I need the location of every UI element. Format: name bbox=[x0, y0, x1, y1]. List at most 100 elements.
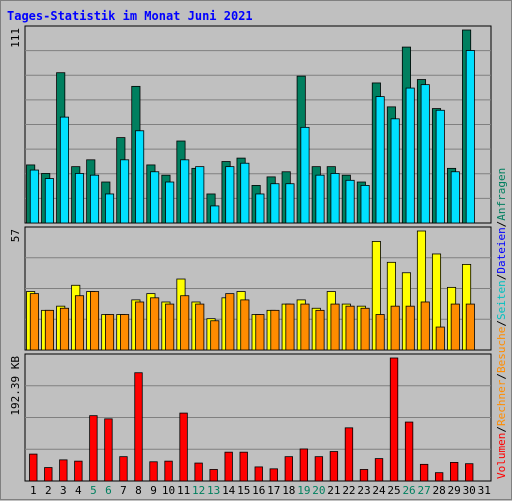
bar-dateien-day-1 bbox=[29, 169, 39, 224]
bar-volumen-day-28 bbox=[434, 472, 444, 482]
bar-besuche-day-15 bbox=[240, 299, 250, 351]
bar-besuche-day-1 bbox=[29, 293, 39, 351]
x-tick-label: 4 bbox=[75, 484, 82, 497]
x-tick-label: 28 bbox=[433, 484, 446, 497]
y-max-label: 111 bbox=[9, 28, 22, 48]
x-tick-label: 27 bbox=[417, 484, 430, 497]
bar-besuche-day-9 bbox=[150, 297, 160, 351]
bar-besuche-day-12 bbox=[195, 303, 205, 351]
bar-besuche-day-3 bbox=[59, 307, 70, 351]
x-tick-label: 12 bbox=[192, 484, 205, 497]
x-tick-label: 26 bbox=[402, 484, 415, 497]
bar-dateien-day-20 bbox=[315, 174, 325, 224]
side-legend-part: Volumen bbox=[495, 433, 508, 479]
bar-dateien-day-5 bbox=[89, 174, 100, 224]
bar-dateien-day-19 bbox=[300, 126, 310, 224]
x-tick-label: 2 bbox=[45, 484, 52, 497]
x-tick-label: 11 bbox=[177, 484, 190, 497]
x-tick-label: 6 bbox=[105, 484, 112, 497]
side-legend-part: / bbox=[495, 373, 508, 380]
x-tick-label: 16 bbox=[252, 484, 265, 497]
bar-besuche-day-5 bbox=[89, 291, 100, 351]
x-tick-label: 30 bbox=[463, 484, 476, 497]
side-legend-part: / bbox=[495, 221, 508, 228]
bar-dateien-day-27 bbox=[420, 84, 430, 224]
bar-volumen-day-17 bbox=[269, 468, 278, 482]
bar-dateien-day-24 bbox=[375, 96, 385, 224]
bar-dateien-day-12 bbox=[195, 166, 205, 224]
bar-dateien-day-10 bbox=[165, 181, 175, 224]
side-legend: Volumen/Rechner/Besuche/Seiten/Dateien/A… bbox=[495, 168, 508, 479]
x-tick-label: 9 bbox=[150, 484, 157, 497]
bar-besuche-day-22 bbox=[345, 305, 355, 351]
x-tick-label: 17 bbox=[267, 484, 280, 497]
bar-volumen-day-19 bbox=[299, 448, 309, 482]
x-tick-label: 31 bbox=[478, 484, 491, 497]
bar-besuche-day-19 bbox=[300, 303, 310, 351]
x-tick-label: 20 bbox=[312, 484, 325, 497]
x-tick-label: 13 bbox=[207, 484, 220, 497]
x-tick-label: 25 bbox=[387, 484, 400, 497]
side-legend-part: / bbox=[495, 320, 508, 327]
bar-dateien-day-23 bbox=[360, 185, 370, 224]
side-legend-part: Rechner bbox=[495, 379, 508, 426]
bar-besuche-day-21 bbox=[330, 303, 340, 351]
bar-volumen-day-11 bbox=[179, 412, 188, 482]
side-legend-part: Seiten bbox=[495, 280, 508, 320]
bar-volumen-day-7 bbox=[119, 456, 128, 482]
side-legend-part: Anfragen bbox=[495, 168, 508, 221]
bar-dateien-day-7 bbox=[120, 159, 130, 224]
bar-volumen-day-3 bbox=[59, 459, 68, 482]
bar-volumen-day-20 bbox=[314, 456, 324, 482]
bar-volumen-day-16 bbox=[254, 466, 263, 482]
bar-besuche-day-29 bbox=[450, 303, 460, 351]
bar-volumen-day-18 bbox=[284, 456, 293, 482]
bar-dateien-day-6 bbox=[105, 193, 115, 224]
side-legend-part: Dateien bbox=[495, 227, 508, 273]
side-legend-part: / bbox=[495, 426, 508, 433]
x-tick-label: 5 bbox=[90, 484, 97, 497]
bar-besuche-day-8 bbox=[135, 301, 145, 351]
bar-dateien-day-9 bbox=[150, 171, 160, 224]
bar-besuche-day-28 bbox=[435, 326, 445, 351]
bar-volumen-day-25 bbox=[389, 357, 399, 482]
x-tick-label: 1 bbox=[30, 484, 37, 497]
bar-besuche-day-10 bbox=[165, 303, 175, 351]
bar-volumen-day-4 bbox=[74, 460, 83, 482]
bar-volumen-day-9 bbox=[149, 461, 158, 482]
bar-volumen-day-10 bbox=[164, 460, 173, 482]
bar-besuche-day-16 bbox=[255, 314, 265, 351]
bar-dateien-day-26 bbox=[405, 87, 415, 224]
bar-besuche-day-23 bbox=[360, 307, 370, 351]
x-tick-label: 14 bbox=[222, 484, 236, 497]
x-tick-label: 24 bbox=[372, 484, 386, 497]
bar-volumen-day-14 bbox=[224, 451, 233, 482]
bar-dateien-day-21 bbox=[330, 173, 340, 224]
bar-besuche-day-7 bbox=[120, 314, 130, 351]
bar-dateien-day-16 bbox=[255, 193, 265, 224]
panel-pages-visits: 57 bbox=[9, 226, 492, 351]
bar-besuche-day-13 bbox=[210, 320, 220, 351]
panel-volume: 192.39 KB bbox=[9, 353, 492, 482]
x-tick-label: 8 bbox=[135, 484, 142, 497]
bar-dateien-day-2 bbox=[44, 178, 54, 224]
bar-dateien-day-3 bbox=[59, 116, 70, 224]
x-tick-label: 10 bbox=[162, 484, 175, 497]
bar-volumen-day-13 bbox=[209, 469, 218, 482]
bar-dateien-day-17 bbox=[270, 183, 280, 224]
side-legend-part: / bbox=[495, 274, 508, 281]
bar-dateien-day-15 bbox=[240, 162, 250, 224]
bar-volumen-day-15 bbox=[239, 451, 248, 482]
bar-dateien-day-22 bbox=[345, 179, 355, 224]
bar-besuche-day-24 bbox=[375, 314, 385, 351]
bar-dateien-day-30 bbox=[465, 50, 475, 224]
panel-hits-files: 111 bbox=[9, 25, 492, 224]
bar-besuche-day-20 bbox=[315, 309, 325, 351]
bar-besuche-day-27 bbox=[420, 301, 430, 351]
bar-volumen-day-1 bbox=[29, 453, 38, 482]
bar-volumen-day-22 bbox=[344, 427, 354, 482]
y-max-label: 192.39 KB bbox=[9, 356, 22, 416]
bar-volumen-day-21 bbox=[329, 451, 339, 482]
bar-besuche-day-18 bbox=[285, 303, 295, 351]
